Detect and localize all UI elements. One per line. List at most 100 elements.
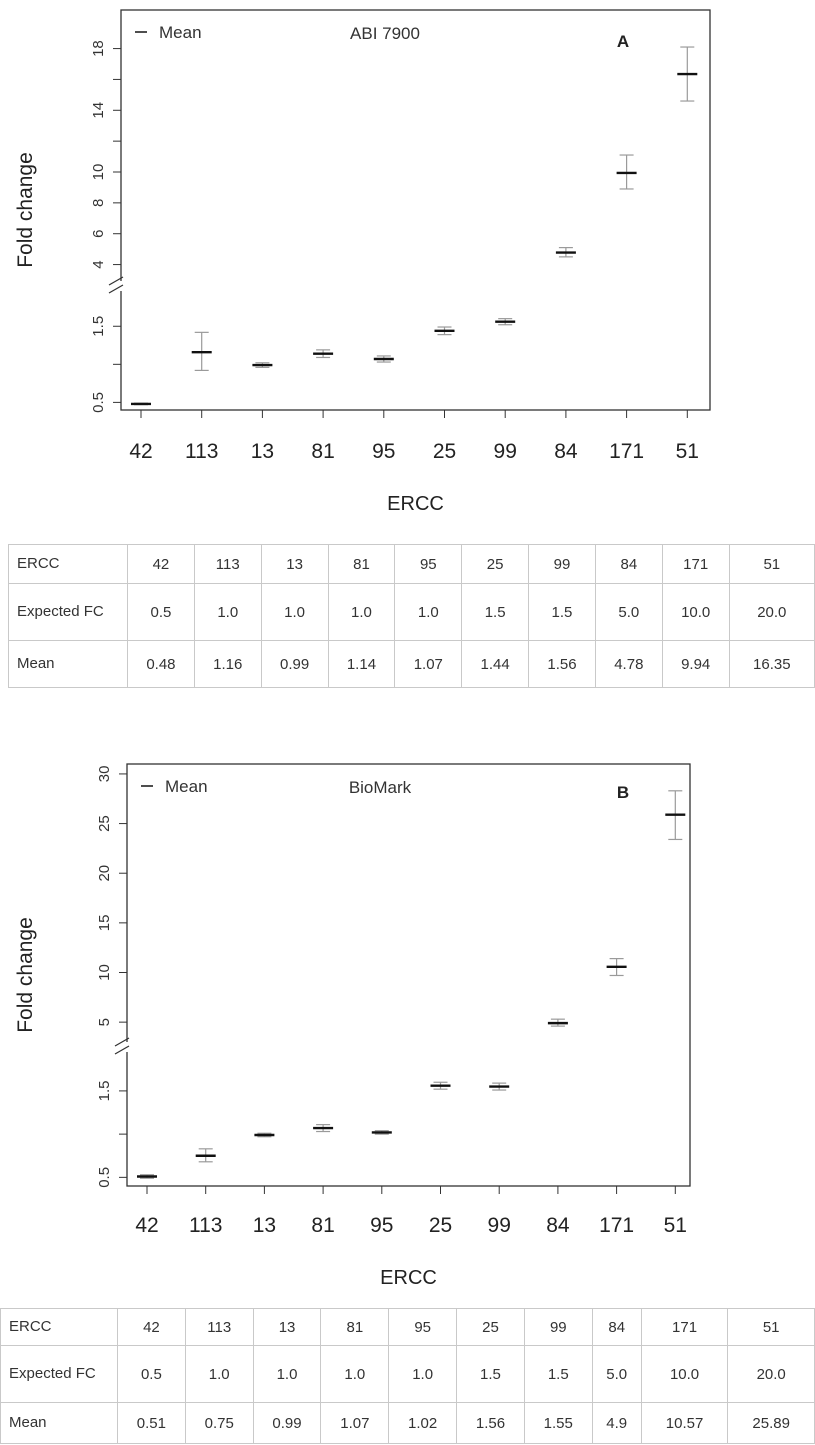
y-tick-label: 15 <box>96 915 113 932</box>
y-tick-label: 20 <box>96 865 113 882</box>
cell: 1.0 <box>252 1345 322 1403</box>
table-row-expected: Expected FC 0.5 1.0 1.0 1.0 1.0 1.5 1.5 … <box>0 1345 815 1403</box>
chart-a: 0.5 1.5 4 6 8 10 14 18 42 113 13 81 95 25 99 84 171 51 ERC… <box>14 9 711 515</box>
y-tick-label: 0.5 <box>90 392 107 413</box>
cell: 99 <box>523 1308 593 1346</box>
cell: 51 <box>728 544 815 584</box>
instrument-label: ABI 7900 <box>350 24 420 43</box>
table-b: ERCC 42 113 13 81 95 25 99 84 171 51 Exp… <box>0 1308 815 1444</box>
y-tick-label: 18 <box>90 40 107 57</box>
cell: 81 <box>327 544 396 584</box>
axis-break-mask <box>107 281 123 291</box>
y-tick-label: 10 <box>90 164 107 181</box>
cell: 1.0 <box>388 1345 458 1403</box>
cell: 1.16 <box>193 640 262 688</box>
cell: 1.55 <box>523 1402 593 1444</box>
x-tick-label: 25 <box>429 1214 452 1237</box>
cell: 0.5 <box>117 1345 186 1403</box>
panel-letter: A <box>617 32 629 51</box>
cell: 0.75 <box>184 1402 254 1444</box>
cell: 95 <box>388 1308 458 1346</box>
cell: 1.0 <box>327 583 396 641</box>
cell: 95 <box>394 544 463 584</box>
cell: 1.0 <box>193 583 262 641</box>
cell: 13 <box>252 1308 322 1346</box>
cell: 84 <box>594 544 663 584</box>
x-tick-label: 95 <box>370 1214 393 1237</box>
legend-label: Mean <box>159 23 202 42</box>
x-tick-label: 51 <box>664 1214 687 1237</box>
cell: 1.5 <box>461 583 530 641</box>
cell: 1.0 <box>394 583 463 641</box>
x-tick-label: 171 <box>599 1214 634 1237</box>
cell: 10.57 <box>640 1402 729 1444</box>
x-axis-title: ERCC <box>387 493 444 515</box>
y-tick-label: 25 <box>96 815 113 832</box>
cell: 171 <box>640 1308 729 1346</box>
table-row-ercc: ERCC 42 113 13 81 95 25 99 84 171 51 <box>0 1308 815 1346</box>
y-tick-label: 10 <box>96 964 113 981</box>
x-tick-label: 171 <box>609 440 644 463</box>
x-tick-label: 99 <box>494 440 517 463</box>
cell: 0.48 <box>127 640 195 688</box>
cell: 99 <box>528 544 596 584</box>
cell: 25 <box>461 544 530 584</box>
cell: 25.89 <box>727 1402 815 1444</box>
cell: 1.0 <box>260 583 329 641</box>
cell: 10.0 <box>640 1345 729 1403</box>
cell: 113 <box>184 1308 254 1346</box>
panel-b: 0.5 1.5 5 10 15 20 25 30 42 113 13 81 95 25 99 84 171 51 E… <box>0 752 815 1445</box>
cell: 42 <box>127 544 195 584</box>
plot-frame <box>120 9 711 411</box>
row-label: ERCC <box>8 544 128 584</box>
x-tick-label: 81 <box>311 1214 334 1237</box>
x-tick-label: 84 <box>546 1214 570 1237</box>
chart-b: 0.5 1.5 5 10 15 20 25 30 42 113 13 81 95 25 99 84 171 51 E… <box>14 763 691 1289</box>
cell: 51 <box>727 1308 815 1346</box>
x-tick-label: 13 <box>253 1214 276 1237</box>
cell: 1.0 <box>184 1345 254 1403</box>
cell: 4.78 <box>594 640 663 688</box>
cell: 42 <box>117 1308 186 1346</box>
y-tick-label: 30 <box>96 766 113 783</box>
y-tick-label: 5 <box>96 1018 113 1026</box>
cell: 1.5 <box>528 583 596 641</box>
axis-break-mark <box>108 284 124 294</box>
x-tick-label: 13 <box>251 440 274 463</box>
cell: 81 <box>320 1308 390 1346</box>
cell: 0.51 <box>117 1402 186 1444</box>
cell: 171 <box>661 544 730 584</box>
cell: 1.02 <box>388 1402 458 1444</box>
y-tick-label: 1.5 <box>96 1080 113 1101</box>
y-axis-title: Fold change <box>14 917 37 1033</box>
x-tick-label: 42 <box>135 1214 158 1237</box>
row-label: Expected FC <box>0 1345 118 1403</box>
cell: 113 <box>193 544 262 584</box>
cell: 1.07 <box>394 640 463 688</box>
y-tick-label: 0.5 <box>96 1167 113 1188</box>
cell: 1.5 <box>523 1345 593 1403</box>
axis-break-mark <box>108 276 124 286</box>
axis-break-mask <box>113 1042 129 1052</box>
x-tick-label: 113 <box>189 1214 222 1237</box>
cell: 5.0 <box>594 583 663 641</box>
x-tick-label: 25 <box>433 440 456 463</box>
panel-letter: B <box>617 783 629 802</box>
table-row-mean: Mean 0.51 0.75 0.99 1.07 1.02 1.56 1.55 … <box>0 1402 815 1444</box>
plot-frame <box>126 763 691 1187</box>
x-axis-title: ERCC <box>380 1267 437 1289</box>
row-label: Expected FC <box>8 583 128 641</box>
y-axis-title: Fold change <box>14 152 37 268</box>
axis-break-mark <box>114 1037 130 1047</box>
instrument-label: BioMark <box>349 778 412 797</box>
cell: 0.99 <box>260 640 329 688</box>
table-row-ercc: ERCC 42 113 13 81 95 25 99 84 171 51 <box>8 544 815 584</box>
x-tick-label: 99 <box>488 1214 511 1237</box>
cell: 1.0 <box>320 1345 390 1403</box>
cell: 1.14 <box>327 640 396 688</box>
x-tick-label: 95 <box>372 440 395 463</box>
y-tick-label: 8 <box>90 199 107 207</box>
x-tick-label: 51 <box>676 440 699 463</box>
cell: 84 <box>591 1308 642 1346</box>
x-tick-label: 84 <box>554 440 578 463</box>
